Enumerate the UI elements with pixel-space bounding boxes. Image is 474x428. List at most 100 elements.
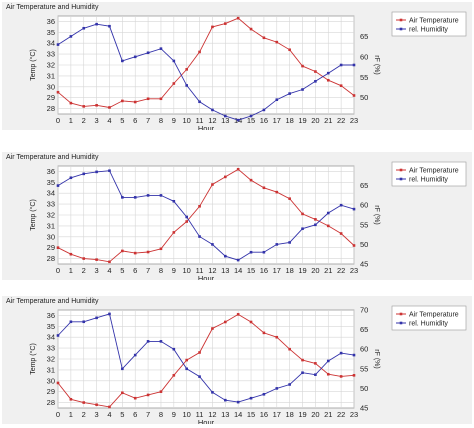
x-tick-label: 19 — [298, 266, 306, 275]
data-point — [301, 371, 304, 375]
data-point — [262, 36, 266, 40]
data-point — [326, 359, 330, 363]
x-tick-label: 13 — [221, 266, 229, 275]
y2-tick-label: 45 — [360, 260, 368, 269]
data-point — [121, 367, 124, 371]
data-point — [211, 108, 214, 112]
data-point — [82, 172, 86, 176]
data-point — [224, 254, 227, 258]
y2-tick-label: 70 — [360, 306, 368, 315]
data-point — [159, 340, 163, 343]
data-point — [236, 400, 240, 404]
x-tick-label: 18 — [285, 410, 293, 419]
data-point — [275, 98, 279, 102]
data-point — [198, 351, 201, 354]
data-point — [288, 383, 291, 386]
data-point — [56, 43, 60, 46]
data-point — [352, 374, 356, 377]
series-line — [57, 313, 355, 408]
y2-tick-label: 60 — [360, 201, 368, 210]
data-point — [326, 78, 330, 82]
data-point — [159, 194, 163, 197]
x-tick-label: 16 — [260, 410, 268, 419]
data-point — [249, 320, 253, 324]
x-tick-label: 20 — [311, 410, 319, 419]
x-tick-label: 16 — [260, 116, 268, 125]
data-point — [95, 258, 98, 261]
x-tick-label: 4 — [107, 266, 111, 275]
data-point — [172, 59, 176, 63]
data-point — [236, 16, 240, 20]
data-point — [69, 35, 73, 38]
data-point — [352, 94, 356, 97]
data-point — [108, 24, 111, 28]
data-point — [56, 90, 60, 94]
y-tick-label: 28 — [47, 254, 55, 263]
y-tick-label: 33 — [47, 200, 55, 209]
y-tick-label: 29 — [47, 243, 55, 252]
data-point — [69, 176, 73, 180]
data-point — [314, 362, 317, 365]
x-tick-label: 18 — [285, 116, 293, 125]
data-point — [288, 48, 291, 52]
data-point — [326, 211, 330, 215]
data-point — [301, 64, 304, 68]
y2-tick-label: 50 — [360, 384, 368, 393]
data-point — [198, 50, 201, 54]
data-point — [301, 227, 304, 231]
x-tick-label: 16 — [260, 266, 268, 275]
y-tick-label: 31 — [47, 71, 55, 80]
data-point — [224, 398, 227, 402]
data-point — [249, 396, 253, 400]
y-tick-label: 28 — [47, 398, 55, 407]
data-point — [185, 220, 188, 223]
y-tick-label: 32 — [47, 211, 55, 220]
x-tick-label: 2 — [82, 266, 86, 275]
x-tick-label: 5 — [120, 266, 124, 275]
y2-tick-label: 50 — [360, 93, 368, 102]
series-line — [57, 170, 355, 261]
x-tick-label: 10 — [183, 410, 191, 419]
data-point — [224, 175, 227, 179]
data-point — [236, 313, 240, 316]
data-point — [198, 100, 201, 104]
data-point — [69, 320, 73, 324]
x-tick-label: 22 — [337, 116, 345, 125]
y-tick-label: 31 — [47, 365, 55, 374]
data-point — [236, 118, 240, 122]
data-point — [108, 405, 111, 409]
data-point — [314, 80, 317, 83]
data-point — [185, 68, 188, 71]
legend-entry: Air Temperature — [409, 18, 459, 25]
legend-marker — [399, 27, 403, 31]
data-point — [121, 196, 124, 199]
data-point — [133, 55, 137, 59]
data-point — [133, 251, 137, 255]
x-tick-label: 9 — [172, 266, 176, 275]
data-point — [288, 197, 291, 200]
data-point — [121, 391, 124, 395]
y-tick-label: 32 — [47, 355, 55, 364]
data-point — [198, 204, 201, 208]
x-tick-label: 11 — [196, 266, 204, 275]
chart-title: Air Temperature and Humidity — [6, 4, 99, 11]
chart-panel-2: Air Temperature and Humidity 28 29 30 31 32 3… — [2, 152, 472, 280]
x-axis-label: Hour — [198, 418, 215, 424]
x-tick-label: 19 — [298, 410, 306, 419]
data-point — [249, 27, 253, 31]
x-tick-label: 6 — [133, 266, 137, 275]
y-tick-label: 33 — [47, 344, 55, 353]
y2-tick-label: 60 — [360, 52, 368, 61]
data-point — [275, 190, 279, 194]
x-tick-label: 1 — [69, 266, 73, 275]
x-tick-label: 3 — [95, 116, 99, 125]
y-tick-label: 29 — [47, 387, 55, 396]
data-point — [56, 184, 60, 187]
y2-axis-label: rF (%) — [373, 349, 380, 368]
data-point — [82, 401, 86, 404]
data-point — [159, 47, 163, 50]
y2-tick-label: 55 — [360, 220, 368, 229]
legend-entry: Air Temperature — [409, 168, 459, 175]
x-tick-label: 10 — [183, 266, 191, 275]
